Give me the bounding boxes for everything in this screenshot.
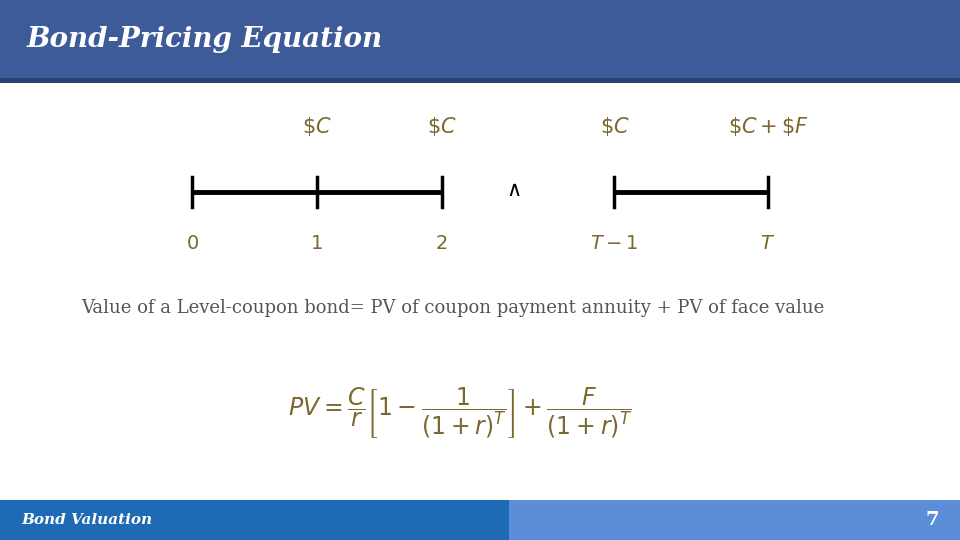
Text: Bond-Pricing Equation: Bond-Pricing Equation — [27, 25, 383, 52]
Text: $T$: $T$ — [760, 235, 776, 253]
Text: Value of a Level-coupon bond= PV of coupon payment annuity + PV of face value: Value of a Level-coupon bond= PV of coup… — [82, 299, 825, 317]
Text: $\wedge$: $\wedge$ — [506, 180, 521, 200]
Text: $\$C$: $\$C$ — [301, 114, 332, 138]
Text: $2$: $2$ — [436, 235, 447, 253]
Text: $\$C$: $\$C$ — [426, 114, 457, 138]
Text: $T-1$: $T-1$ — [590, 235, 638, 253]
Text: $0$: $0$ — [185, 235, 199, 253]
Text: $1$: $1$ — [310, 235, 324, 253]
Text: $PV = \dfrac{C}{r}\left[1 - \dfrac{1}{(1+r)^T}\right] + \dfrac{F}{(1+r)^T}$: $PV = \dfrac{C}{r}\left[1 - \dfrac{1}{(1… — [288, 385, 633, 441]
Text: Bond Valuation: Bond Valuation — [21, 513, 153, 526]
Text: $\$C+\$F$: $\$C+\$F$ — [728, 114, 808, 138]
Text: 7: 7 — [925, 511, 939, 529]
Text: $\$C$: $\$C$ — [599, 114, 630, 138]
